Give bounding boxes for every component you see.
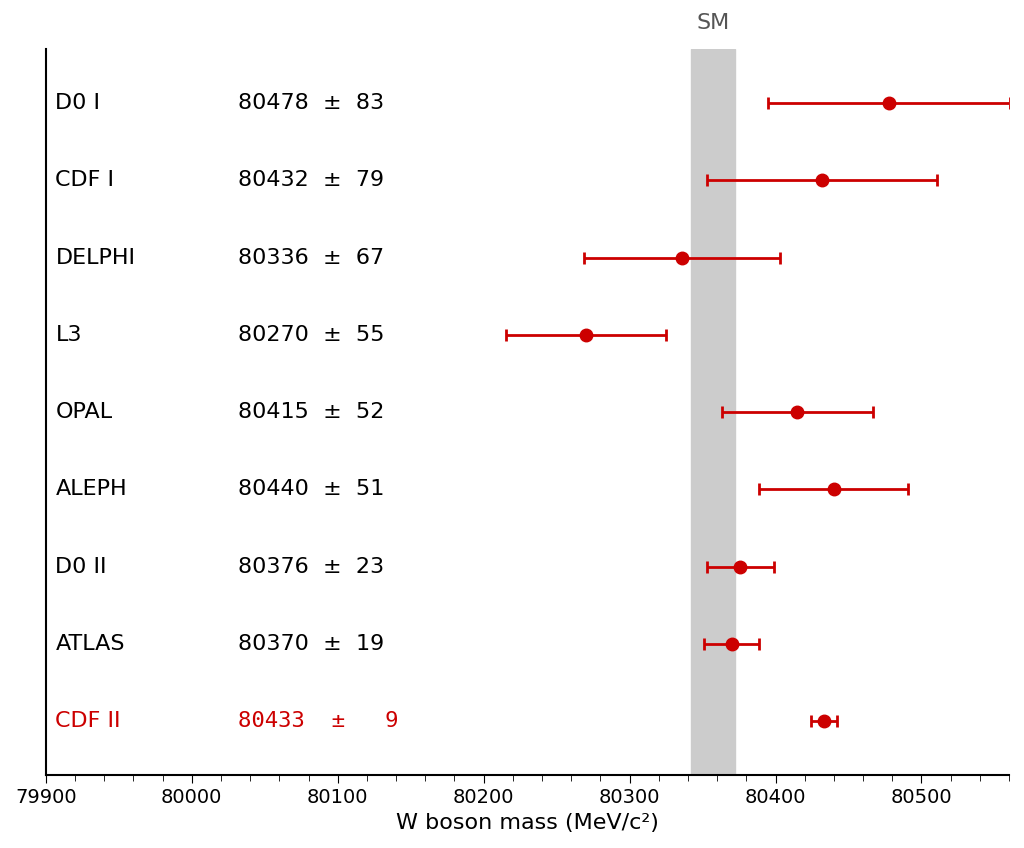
Text: 80440  ±  51: 80440 ± 51: [239, 479, 385, 499]
Text: 80270  ±  55: 80270 ± 55: [239, 325, 385, 345]
Text: CDF I: CDF I: [55, 170, 115, 190]
Bar: [691, 49, 734, 775]
X-axis label: W boson mass (MeV/c²): W boson mass (MeV/c²): [396, 813, 658, 833]
Text: 80478  ±  83: 80478 ± 83: [239, 93, 385, 113]
Text: 80336  ±  67: 80336 ± 67: [239, 248, 385, 267]
Text: OPAL: OPAL: [55, 402, 113, 422]
Text: ATLAS: ATLAS: [55, 634, 125, 654]
Text: D0 I: D0 I: [55, 93, 100, 113]
Text: DELPHI: DELPHI: [55, 248, 135, 267]
Text: CDF II: CDF II: [55, 711, 121, 731]
Text: ALEPH: ALEPH: [55, 479, 127, 499]
Text: L3: L3: [55, 325, 82, 345]
Text: SM: SM: [696, 14, 729, 33]
Text: 80415  ±  52: 80415 ± 52: [239, 402, 385, 422]
Text: 80370  ±  19: 80370 ± 19: [239, 634, 385, 654]
Text: 80432  ±  79: 80432 ± 79: [239, 170, 385, 190]
Text: 80433  ±   9: 80433 ± 9: [239, 711, 399, 731]
Text: D0 II: D0 II: [55, 556, 106, 577]
Text: 80376  ±  23: 80376 ± 23: [239, 556, 385, 577]
